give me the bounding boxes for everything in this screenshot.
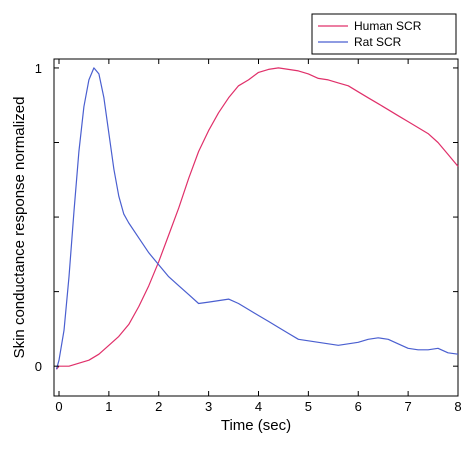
x-tick-label: 1 (105, 399, 112, 414)
x-tick-label: 7 (405, 399, 412, 414)
series-layer (55, 67, 459, 370)
x-tick-label: 2 (155, 399, 162, 414)
x-tick-label: 4 (255, 399, 262, 414)
legend-label: Rat SCR (354, 35, 402, 49)
legend-box (311, 13, 457, 55)
x-axis-ticks: 0 1 2 3 4 5 6 7 8 (55, 59, 462, 414)
legend-label: Human SCR (354, 19, 422, 33)
series-line-human-scr (56, 67, 459, 370)
y-tick-label: 0 (35, 359, 42, 374)
y-tick-label: 1 (35, 61, 42, 76)
x-tick-label: 6 (355, 399, 362, 414)
x-tick-label: 8 (454, 399, 461, 414)
x-tick-label: 0 (55, 399, 62, 414)
y-axis-label: Skin conductance response normalized (11, 97, 28, 359)
x-tick-label: 3 (205, 399, 212, 414)
y-axis-ticks: 01 (35, 61, 458, 374)
plot-frame (53, 58, 459, 397)
legend: Human SCR Rat SCR (311, 13, 457, 55)
x-axis-label: Time (sec) (221, 417, 291, 434)
series-line-rat-scr (55, 67, 459, 370)
plot-area-border (53, 58, 459, 397)
x-tick-label: 5 (305, 399, 312, 414)
